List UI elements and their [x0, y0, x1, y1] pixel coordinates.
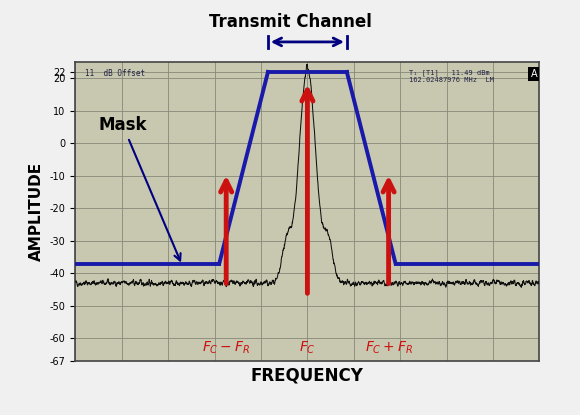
Text: Mask: Mask [99, 117, 180, 261]
Y-axis label: AMPLITUDE: AMPLITUDE [29, 162, 44, 261]
X-axis label: FREQUENCY: FREQUENCY [251, 366, 364, 385]
Text: A: A [531, 69, 537, 79]
Text: $F_C-F_R$: $F_C-F_R$ [202, 339, 250, 356]
Text: Transmit Channel: Transmit Channel [209, 13, 372, 31]
Text: $F_C$: $F_C$ [299, 339, 316, 356]
Text: $F_C+F_R$: $F_C+F_R$ [365, 339, 412, 356]
Text: 11  dB Offset: 11 dB Offset [85, 69, 145, 78]
Text: T₁ [T1]   11.49 dBm
162.02487976 MHz  LM: T₁ [T1] 11.49 dBm 162.02487976 MHz LM [409, 69, 495, 83]
